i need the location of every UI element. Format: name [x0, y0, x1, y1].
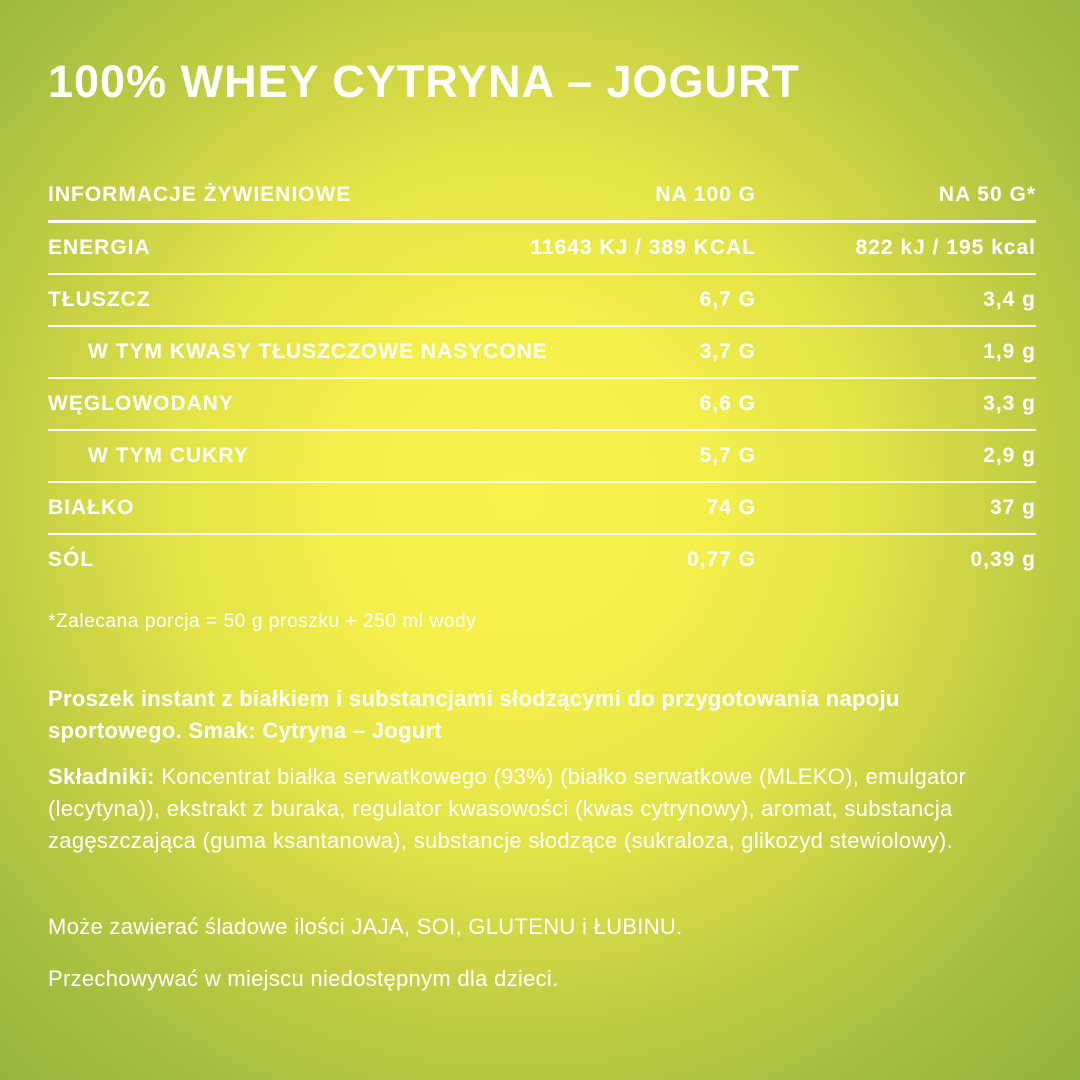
nutrition-row: SÓL 0,77 G 0,39 g — [48, 535, 1036, 585]
nutrient-label: TŁUSZCZ — [48, 288, 151, 312]
value-per-100g: 0,77 G — [686, 548, 756, 572]
nutrient-label: WĘGLOWODANY — [48, 392, 234, 416]
value-per-100g: 6,6 G — [699, 392, 756, 416]
nutrient-label: ENERGIA — [48, 236, 151, 260]
value-per-100g: 74 G — [706, 496, 756, 520]
nutrition-table-header: INFORMACJE ŻYWIENIOWE NA 100 G NA 50 G* — [48, 183, 1036, 224]
nutrition-row: TŁUSZCZ 6,7 G 3,4 g — [48, 275, 1036, 328]
nutrition-rows: ENERGIA 11643 KJ / 389 KCAL 822 kJ / 195 k… — [48, 223, 1036, 585]
value-per-100g: 3,7 G — [699, 340, 756, 364]
nutrient-label: W TYM KWASY TŁUSZCZOWE NASYCONE — [88, 340, 548, 364]
nutrient-label: SÓL — [48, 548, 95, 572]
header-info-label: INFORMACJE ŻYWIENIOWE — [48, 183, 352, 207]
nutrition-row: W TYM KWASY TŁUSZCZOWE NASYCONE 3,7 G 1,9 … — [48, 327, 1036, 380]
value-per-100g: 6,7 G — [699, 288, 756, 312]
ingredients-label: Składniki: — [48, 764, 155, 790]
value-per-50g: 822 kJ / 195 kcal — [855, 236, 1036, 260]
nutrient-label: BIAŁKO — [48, 496, 135, 520]
value-per-50g: 1,9 g — [983, 340, 1036, 364]
serving-footnote: *Zalecana porcja = 50 g proszku + 250 ml… — [48, 611, 477, 633]
nutrient-label: W TYM CUKRY — [88, 444, 249, 468]
header-per-100g: NA 100 G — [655, 183, 756, 207]
value-per-100g: 5,7 G — [699, 444, 756, 468]
nutrition-row: ENERGIA 11643 KJ / 389 KCAL 822 kJ / 195 k… — [48, 223, 1036, 276]
storage-notice: Przechowywać w miejscu niedostępnym dla … — [48, 966, 559, 992]
value-per-50g: 2,9 g — [983, 444, 1036, 468]
nutrition-row: W TYM CUKRY 5,7 G 2,9 g — [48, 431, 1036, 484]
value-per-50g: 3,4 g — [983, 288, 1036, 312]
allergen-notice: Może zawierać śladowe ilości JAJA, SOI, … — [48, 914, 683, 940]
nutrition-row: WĘGLOWODANY 6,6 G 3,3 g — [48, 379, 1036, 432]
nutrition-row: BIAŁKO 74 G 37 g — [48, 483, 1036, 536]
nutrition-table: INFORMACJE ŻYWIENIOWE NA 100 G NA 50 G* … — [48, 183, 1036, 585]
value-per-100g: 11643 KJ / 389 KCAL — [530, 236, 756, 260]
value-per-50g: 3,3 g — [983, 392, 1036, 416]
product-statement: Proszek instant z białkiem i substancjam… — [48, 686, 900, 744]
ingredients-paragraph: Składniki: Koncentrat białka serwatkoweg… — [48, 761, 1036, 857]
value-per-50g: 37 g — [989, 496, 1036, 520]
header-per-50g: NA 50 G* — [938, 183, 1036, 207]
product-title: 100% WHEY CYTRYNA – JOGURT — [48, 56, 800, 107]
ingredients-text: Koncentrat białka serwatkowego (93%) (bi… — [48, 764, 967, 854]
value-per-50g: 0,39 g — [970, 548, 1036, 572]
